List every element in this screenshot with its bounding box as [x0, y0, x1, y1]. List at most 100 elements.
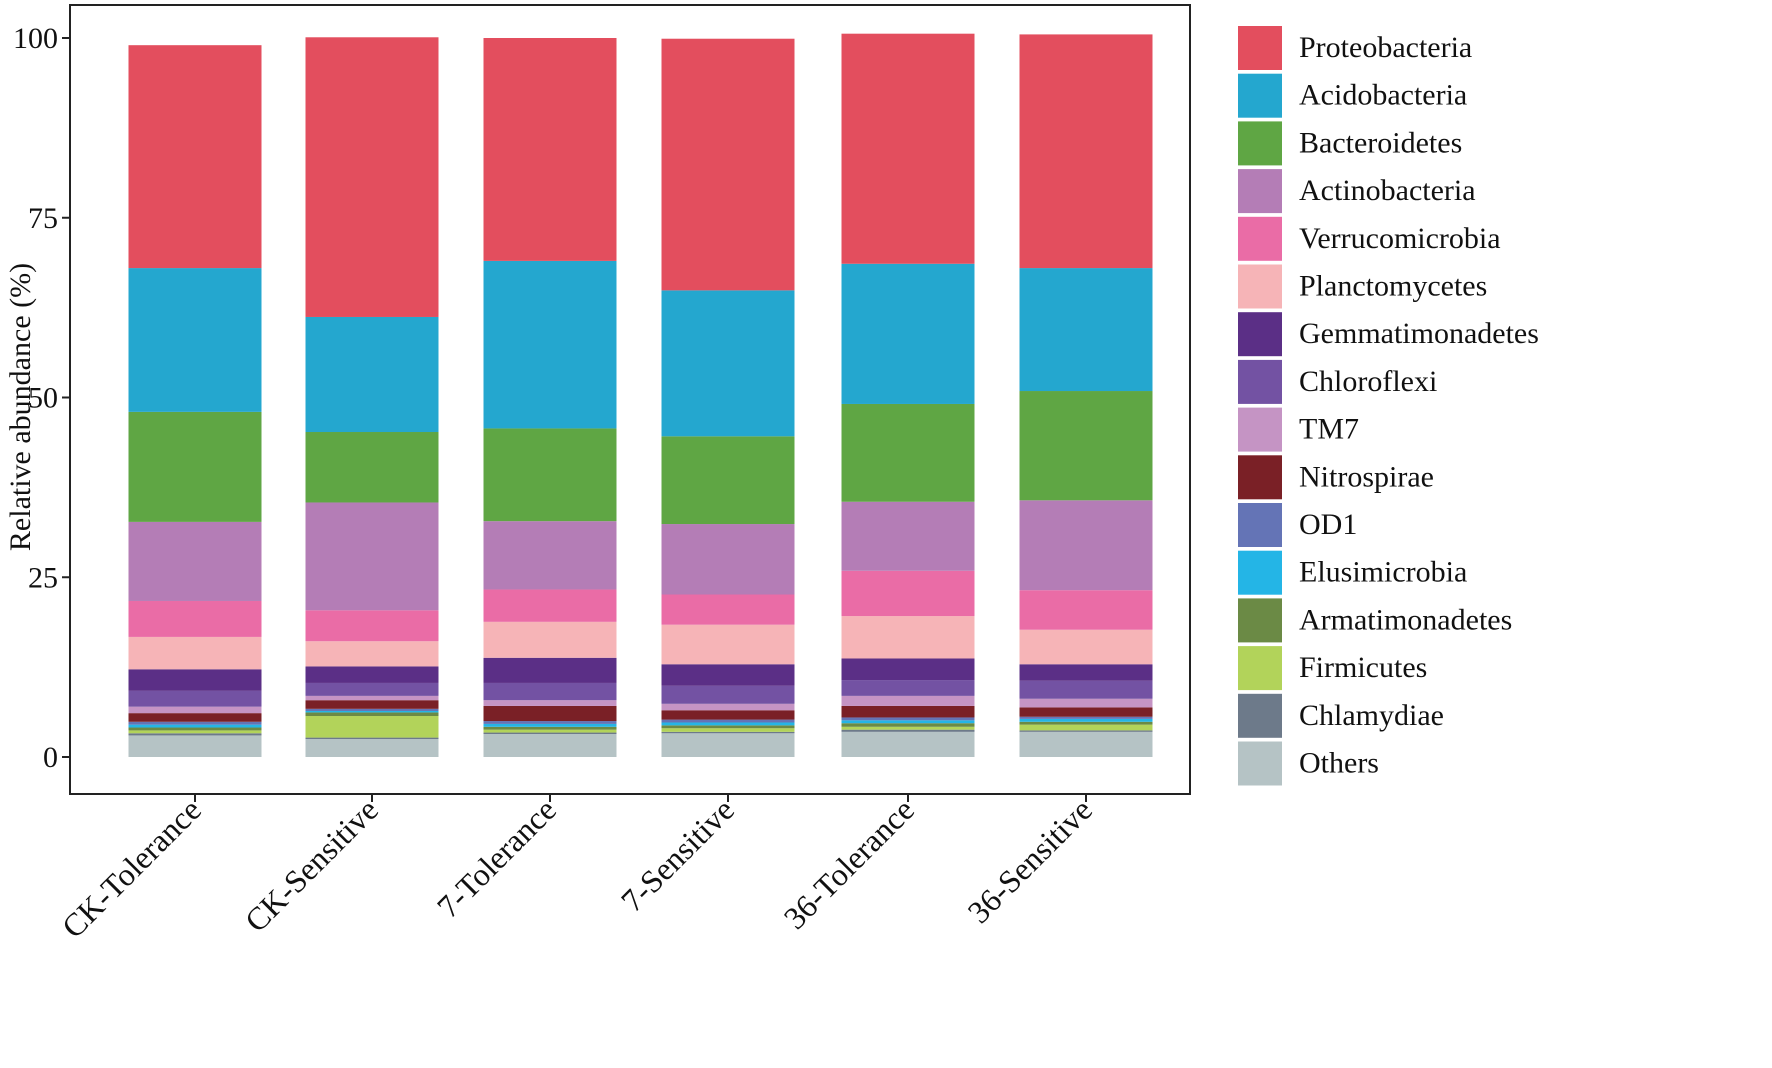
- bar-segment-36-tolerance-gemmatimonadetes: [841, 658, 975, 681]
- legend-label-elusimicrobia: Elusimicrobia: [1299, 556, 1467, 589]
- legend-label-chlamydiae: Chlamydiae: [1299, 699, 1444, 732]
- bar-segment-7-tolerance-proteobacteria: [483, 38, 617, 261]
- bar-segment-7-sensitive-chlamydiae: [661, 731, 795, 734]
- bar-segment-7-tolerance-chloroflexi: [483, 682, 617, 701]
- bar-segment-36-sensitive-gemmatimonadetes: [1019, 664, 1153, 681]
- x-tick-label-7-sensitive: 7-Sensitive: [614, 791, 741, 918]
- bar-segment-36-sensitive-acidobacteria: [1019, 268, 1153, 392]
- legend-swatch-chlamydiae: [1238, 693, 1282, 738]
- x-tick-label-ck-tolerance: CK-Tolerance: [55, 791, 208, 944]
- legend-swatch-gemmatimonadetes: [1238, 312, 1282, 357]
- y-tick-label-0: 0: [43, 741, 58, 774]
- y-tick-label-25: 25: [28, 561, 58, 594]
- legend-label-od1: OD1: [1299, 508, 1357, 541]
- bar-segment-ck-tolerance-armatimonadetes: [128, 727, 262, 731]
- bar-segment-7-tolerance-actinobacteria: [483, 521, 617, 590]
- bar-segment-ck-sensitive-tm7: [305, 695, 439, 701]
- bar-segment-ck-sensitive-gemmatimonadetes: [305, 666, 439, 683]
- bar-segment-7-tolerance-gemmatimonadetes: [483, 657, 617, 683]
- bar-segment-ck-tolerance-actinobacteria: [128, 521, 262, 601]
- bar-segment-36-tolerance-planctomycetes: [841, 616, 975, 659]
- bar-segment-ck-tolerance-chlamydiae: [128, 733, 262, 736]
- bar-segment-ck-sensitive-nitrospirae: [305, 700, 439, 709]
- bar-segment-7-tolerance-nitrospirae: [483, 705, 617, 722]
- bar-segment-ck-tolerance-proteobacteria: [128, 45, 262, 269]
- legend: Proteobacteria Acidobacteria Bacteroidetes…: [1238, 26, 1539, 786]
- legend-swatch-firmicutes: [1238, 646, 1282, 691]
- legend-label-armatimonadetes: Armatimonadetes: [1299, 603, 1512, 636]
- legend-swatch-planctomycetes: [1238, 264, 1282, 309]
- bar-segment-7-sensitive-proteobacteria: [661, 38, 795, 291]
- legend-label-others: Others: [1299, 747, 1379, 780]
- x-tick-label-36-tolerance: 36-Tolerance: [776, 791, 920, 935]
- legend-swatch-od1: [1238, 503, 1282, 547]
- legend-label-gemmatimonadetes: Gemmatimonadetes: [1299, 317, 1539, 350]
- bar-segment-ck-tolerance-verrucomicrobia: [128, 600, 262, 637]
- legend-label-nitrospirae: Nitrospirae: [1299, 460, 1434, 493]
- bar-segment-36-tolerance-chlamydiae: [841, 729, 975, 732]
- legend-swatch-chloroflexi: [1238, 359, 1282, 404]
- bar-segment-36-sensitive-tm7: [1019, 698, 1153, 708]
- legend-label-acidobacteria: Acidobacteria: [1299, 79, 1467, 112]
- bar-segment-ck-sensitive-actinobacteria: [305, 502, 439, 611]
- bar-segment-36-sensitive-nitrospirae: [1019, 707, 1153, 717]
- bar-segment-7-tolerance-elusimicrobia: [483, 723, 617, 727]
- y-tick-label-50: 50: [28, 382, 58, 415]
- x-axis: CK-Tolerance CK-Sensitive 7-Tolerance 7-Sen…: [55, 791, 1099, 944]
- bar-segment-7-tolerance-acidobacteria: [483, 260, 617, 429]
- bar-segment-7-sensitive-verrucomicrobia: [661, 594, 795, 625]
- y-axis-title: Relative abundance (%): [4, 263, 37, 551]
- bar-segment-36-sensitive-proteobacteria: [1019, 34, 1153, 269]
- bar-segment-ck-sensitive-acidobacteria: [305, 316, 439, 433]
- bar-segment-ck-sensitive-verrucomicrobia: [305, 610, 439, 642]
- bar-segment-36-sensitive-chlamydiae: [1019, 730, 1153, 732]
- legend-label-chloroflexi: Chloroflexi: [1299, 365, 1437, 398]
- bar-segment-7-tolerance-verrucomicrobia: [483, 589, 617, 622]
- bar-segment-7-sensitive-bacteroidetes: [661, 436, 795, 525]
- bar-segment-36-sensitive-firmicutes: [1019, 724, 1153, 731]
- legend-swatch-acidobacteria: [1238, 73, 1282, 118]
- bar-segment-ck-tolerance-chloroflexi: [128, 690, 262, 707]
- bar-segment-ck-sensitive-firmicutes: [305, 716, 439, 738]
- bar-segment-36-sensitive-od1: [1019, 716, 1153, 719]
- legend-label-firmicutes: Firmicutes: [1299, 651, 1427, 684]
- legend-label-verrucomicrobia: Verrucomicrobia: [1299, 222, 1501, 255]
- y-axis: 0 25 50 75 100: [13, 22, 70, 774]
- bar-segment-36-tolerance-actinobacteria: [841, 501, 975, 571]
- legend-swatch-nitrospirae: [1238, 455, 1282, 500]
- bar-segment-7-tolerance-firmicutes: [483, 729, 617, 733]
- legend-label-actinobacteria: Actinobacteria: [1299, 174, 1476, 207]
- bar-segment-36-sensitive-others: [1019, 731, 1153, 757]
- legend-label-planctomycetes: Planctomycetes: [1299, 270, 1487, 303]
- bar-segment-ck-tolerance-bacteroidetes: [128, 411, 262, 522]
- bar-segment-ck-tolerance-nitrospirae: [128, 713, 262, 722]
- bar-segment-7-tolerance-bacteroidetes: [483, 428, 617, 522]
- x-tick-label-36-sensitive: 36-Sensitive: [960, 791, 1099, 930]
- legend-swatch-tm7: [1238, 407, 1282, 452]
- bar-segment-36-tolerance-others: [841, 731, 975, 757]
- bar-segment-36-tolerance-proteobacteria: [841, 33, 975, 264]
- bar-segment-7-sensitive-elusimicrobia: [661, 722, 795, 726]
- legend-label-proteobacteria: Proteobacteria: [1299, 31, 1472, 64]
- bar-segment-ck-sensitive-chlamydiae: [305, 737, 439, 740]
- bar-segment-7-sensitive-chloroflexi: [661, 685, 795, 704]
- bar-segment-36-tolerance-chloroflexi: [841, 680, 975, 696]
- bar-segment-ck-sensitive-chloroflexi: [305, 682, 439, 696]
- bar-segment-36-sensitive-actinobacteria: [1019, 500, 1153, 591]
- bar-segment-ck-sensitive-elusimicrobia: [305, 710, 439, 713]
- bar-segment-7-sensitive-od1: [661, 719, 795, 723]
- legend-label-bacteroidetes: Bacteroidetes: [1299, 126, 1462, 159]
- bar-segment-ck-sensitive-armatimonadetes: [305, 712, 439, 717]
- legend-swatch-actinobacteria: [1238, 169, 1282, 214]
- x-tick-label-ck-sensitive: CK-Sensitive: [238, 791, 385, 938]
- bar-segment-ck-tolerance-acidobacteria: [128, 268, 262, 412]
- x-tick-label-7-tolerance: 7-Tolerance: [430, 791, 563, 924]
- bar-segment-7-sensitive-gemmatimonadetes: [661, 664, 795, 686]
- bar-segment-36-tolerance-firmicutes: [841, 726, 975, 730]
- bar-segment-36-sensitive-bacteroidetes: [1019, 391, 1153, 501]
- legend-label-tm7: TM7: [1299, 413, 1359, 446]
- y-tick-label-100: 100: [13, 22, 58, 55]
- bar-segment-36-sensitive-elusimicrobia: [1019, 718, 1153, 722]
